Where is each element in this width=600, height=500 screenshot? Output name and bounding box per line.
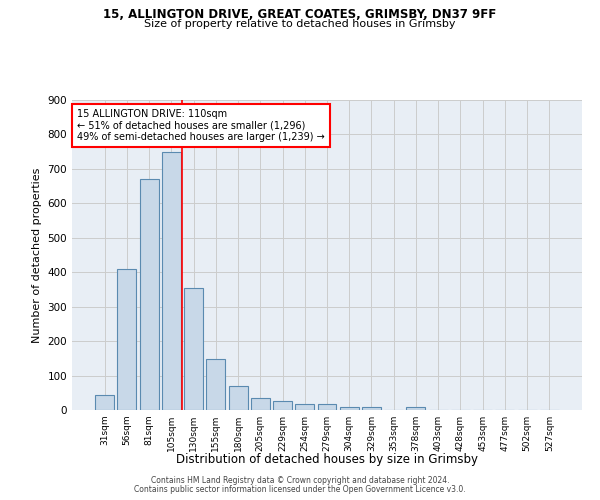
- Text: Contains HM Land Registry data © Crown copyright and database right 2024.: Contains HM Land Registry data © Crown c…: [151, 476, 449, 485]
- Bar: [273, 400, 292, 410]
- Y-axis label: Number of detached properties: Number of detached properties: [32, 168, 42, 342]
- Bar: [118, 269, 136, 410]
- Text: Size of property relative to detached houses in Grimsby: Size of property relative to detached ho…: [144, 19, 456, 29]
- Text: 15, ALLINGTON DRIVE, GREAT COATES, GRIMSBY, DN37 9FF: 15, ALLINGTON DRIVE, GREAT COATES, GRIMS…: [103, 8, 497, 20]
- Bar: [206, 359, 225, 410]
- Bar: [295, 404, 314, 410]
- Text: Distribution of detached houses by size in Grimsby: Distribution of detached houses by size …: [176, 452, 478, 466]
- Text: Contains public sector information licensed under the Open Government Licence v3: Contains public sector information licen…: [134, 485, 466, 494]
- Bar: [340, 406, 359, 410]
- Bar: [251, 398, 270, 410]
- Bar: [229, 386, 248, 410]
- Bar: [362, 406, 381, 410]
- Bar: [317, 404, 337, 410]
- Bar: [406, 407, 425, 410]
- Bar: [95, 394, 114, 410]
- Bar: [184, 288, 203, 410]
- Bar: [162, 152, 181, 410]
- Text: 15 ALLINGTON DRIVE: 110sqm
← 51% of detached houses are smaller (1,296)
49% of s: 15 ALLINGTON DRIVE: 110sqm ← 51% of deta…: [77, 110, 325, 142]
- Bar: [140, 179, 158, 410]
